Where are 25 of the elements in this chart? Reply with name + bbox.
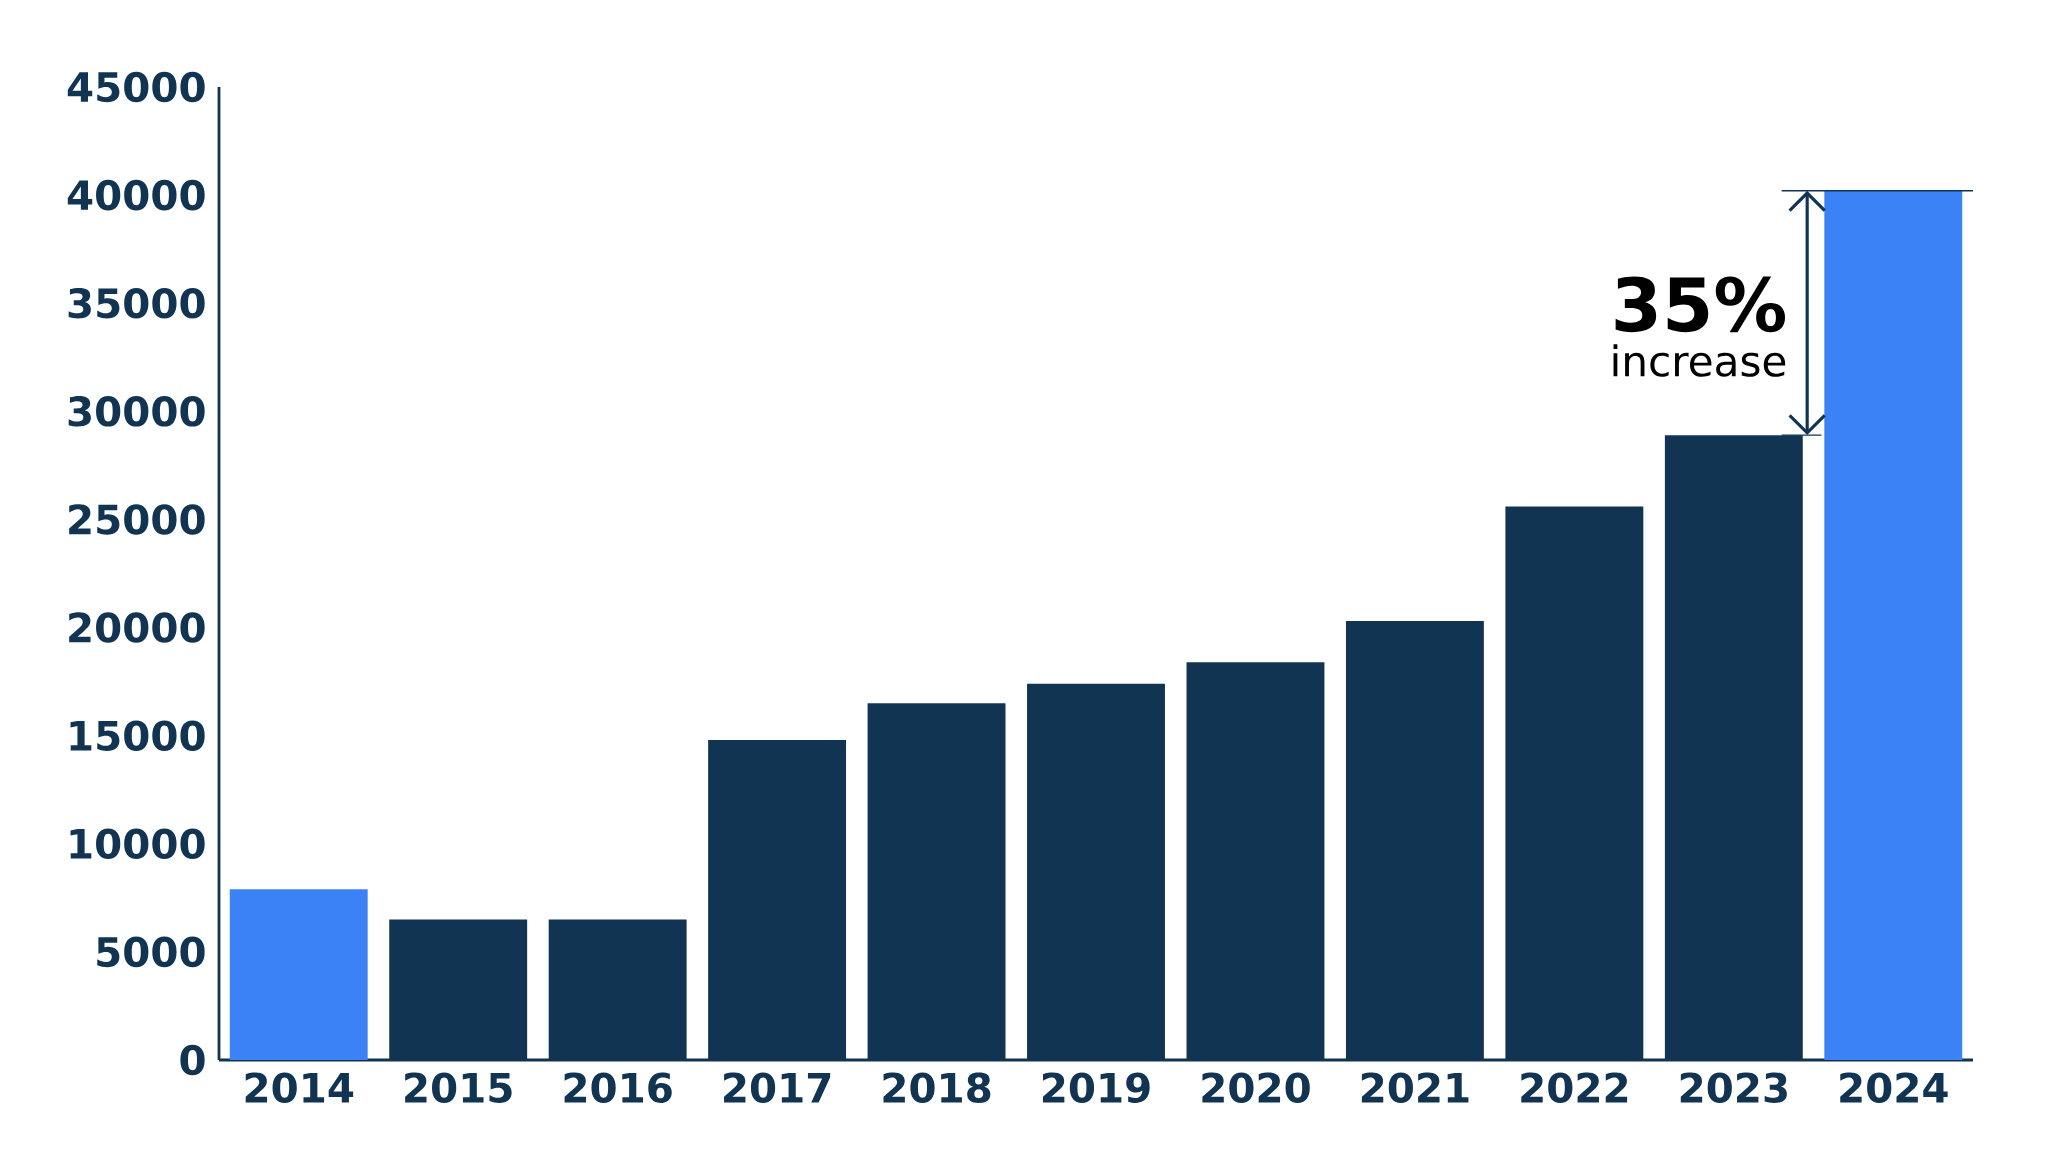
bar xyxy=(1824,190,1963,1060)
x-tick-label: 2024 xyxy=(1840,1072,1948,1103)
annotation: increase xyxy=(1613,344,1786,377)
x-tick-label: 2016 xyxy=(564,1072,672,1103)
y-tick-label: 45000 xyxy=(67,71,205,103)
y-tick-label: 10000 xyxy=(70,828,205,860)
bar xyxy=(229,889,368,1060)
x-tick-label: 2019 xyxy=(1042,1072,1150,1103)
y-tick-label: 40000 xyxy=(67,179,205,211)
x-tick-label: 2021 xyxy=(1361,1072,1469,1103)
x-tick-label: 2017 xyxy=(724,1072,831,1103)
x-tick-label: 2023 xyxy=(1680,1072,1787,1103)
x-tick-label: 2014 xyxy=(245,1072,354,1103)
y-tick-label: 5000 xyxy=(97,936,205,968)
y-tick-label: 0 xyxy=(180,1044,205,1076)
x-tick-label: 2018 xyxy=(883,1072,991,1103)
x-tick-label: 2022 xyxy=(1521,1072,1628,1103)
annotation: 35% xyxy=(1615,276,1786,333)
x-tick-label: 2015 xyxy=(405,1072,512,1103)
y-tick-label: 15000 xyxy=(70,720,205,751)
y-tick-label: 25000 xyxy=(69,504,205,535)
x-tick-label: 2020 xyxy=(1202,1072,1310,1103)
y-tick-label: 20000 xyxy=(69,612,205,643)
y-tick-label: 30000 xyxy=(68,396,205,427)
y-tick-label: 35000 xyxy=(68,287,205,319)
